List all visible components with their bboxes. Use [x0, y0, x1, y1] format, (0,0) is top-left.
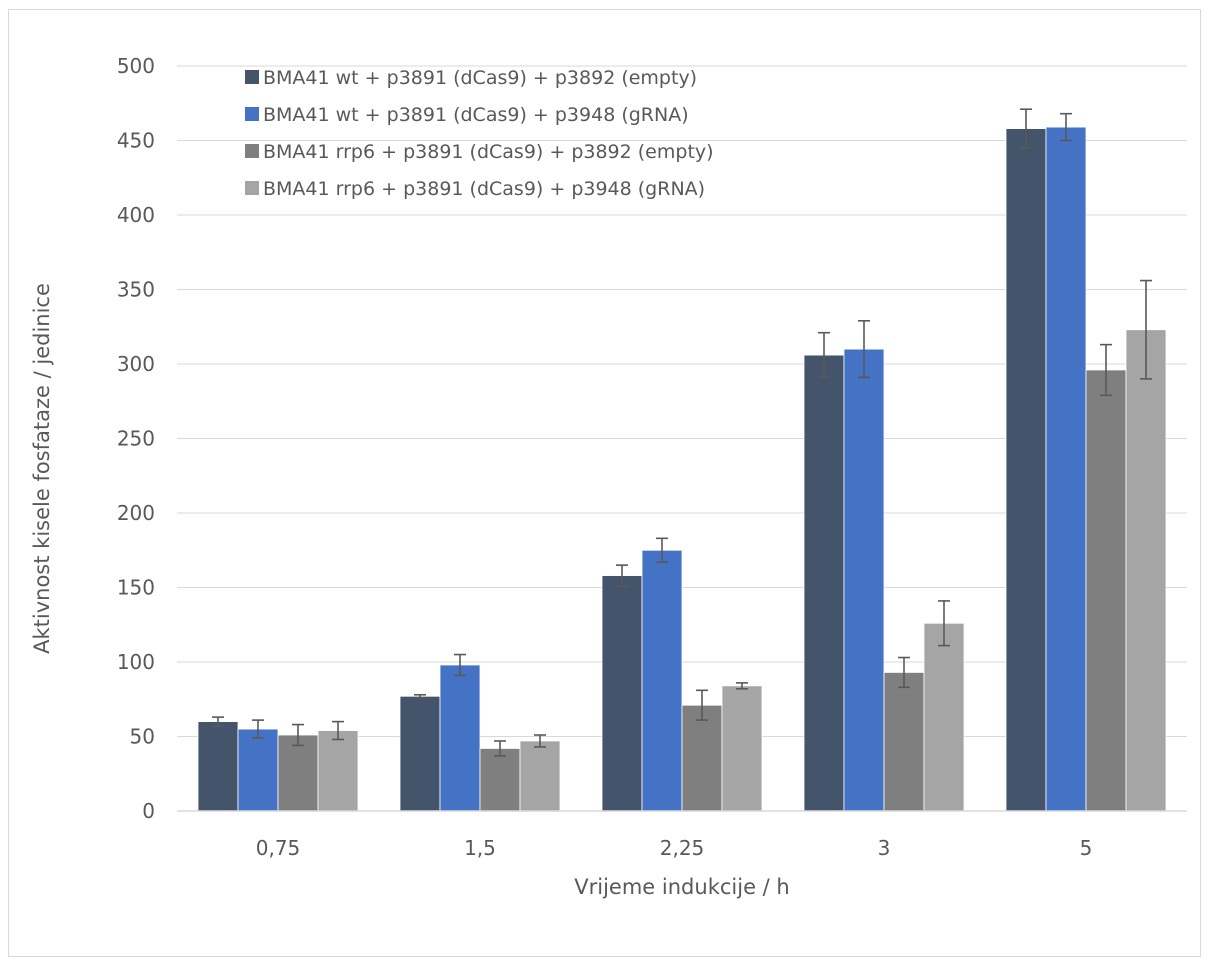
y-tick-label: 500	[117, 54, 155, 78]
legend-swatch	[245, 181, 259, 195]
x-tick-label: 1,5	[464, 836, 496, 860]
bar	[197, 721, 239, 812]
bar	[1005, 128, 1047, 812]
y-tick-label: 100	[117, 650, 155, 674]
bar	[641, 549, 683, 812]
y-tick-label: 350	[117, 278, 155, 302]
y-tick-label: 450	[117, 129, 155, 153]
x-axis-title: Vrijeme indukcije / h	[574, 875, 789, 899]
bar	[317, 730, 359, 812]
bar	[439, 664, 481, 812]
bar	[681, 704, 723, 812]
legend-swatch	[245, 70, 259, 84]
bar-chart: 0 50 100 150 200 250 300 350 400 450 500 0,75 1,5 2,2…	[30, 54, 1187, 899]
y-axis-title: Aktivnost kisele fosfataze / jedinice	[30, 283, 54, 654]
y-tick-label: 200	[117, 501, 155, 525]
y-tick-label: 300	[117, 352, 155, 376]
y-tick-label: 250	[117, 427, 155, 451]
legend-label: BMA41 wt + p3891 (dCas9) + p3948 (gRNA)	[263, 104, 689, 126]
bar	[399, 695, 441, 812]
bars	[197, 126, 1167, 812]
bar	[721, 685, 763, 812]
x-tick-label: 0,75	[256, 836, 301, 860]
x-tick-label: 5	[1080, 836, 1093, 860]
legend-swatch	[245, 144, 259, 158]
y-tick-label: 0	[142, 799, 155, 823]
y-tick-label: 150	[117, 576, 155, 600]
bar	[479, 748, 521, 812]
x-tick-label: 2,25	[660, 836, 705, 860]
error-bars	[212, 108, 1152, 757]
axes: 0 50 100 150 200 250 300 350 400 450 500 0,75 1,5 2,2…	[117, 54, 1187, 860]
x-tick-label: 3	[878, 836, 891, 860]
legend-label: BMA41 wt + p3891 (dCas9) + p3892 (empty)	[263, 67, 697, 89]
legend-swatch	[245, 107, 259, 121]
bar	[519, 740, 561, 812]
bar	[237, 728, 279, 812]
bar	[601, 575, 643, 812]
bar	[803, 354, 845, 812]
y-tick-label: 50	[130, 725, 155, 749]
y-tick-label: 400	[117, 203, 155, 227]
bar	[277, 734, 319, 812]
bar	[1125, 329, 1167, 812]
legend-label: BMA41 rrp6 + p3891 (dCas9) + p3892 (empt…	[263, 141, 714, 163]
bar	[1045, 126, 1087, 812]
gridlines	[177, 65, 1187, 737]
bar	[883, 672, 925, 812]
bar	[923, 622, 965, 812]
bar	[843, 348, 885, 812]
legend-label: BMA41 rrp6 + p3891 (dCas9) + p3948 (gRNA…	[263, 178, 705, 200]
bar	[1085, 369, 1127, 812]
chart-frame: 0 50 100 150 200 250 300 350 400 450 500 0,75 1,5 2,2…	[8, 9, 1201, 957]
legend: BMA41 wt + p3891 (dCas9) + p3892 (empty)…	[245, 67, 714, 200]
